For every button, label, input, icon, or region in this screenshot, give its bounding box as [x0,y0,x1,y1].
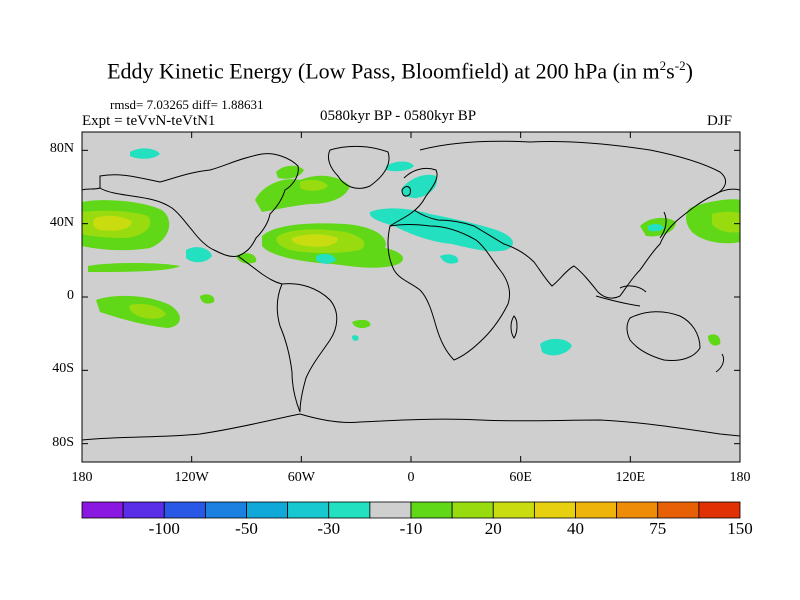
y-tick-label: 40N [49,214,74,230]
field-cyan-caribbean [316,253,336,264]
axis-ticks [81,132,741,462]
colorbar-box [533,501,576,519]
colorbar-tick-label: 20 [484,519,502,538]
y-tick-label: 80N [49,141,74,157]
title-end: ) [685,58,693,84]
field-green-small-2 [236,253,257,264]
experiment-label: Expt = teVvN-teVtN1 [82,113,216,129]
coastline-indonesia [595,285,647,307]
colorbar-box [246,501,289,519]
field-yellowgreen-tropical-pacific [129,304,166,319]
colorbar-box [122,501,165,519]
coastline-australia [626,311,701,361]
y-tick-label: 40S [52,361,74,377]
colorbar-tick-label: -50 [235,519,258,538]
x-tick-label: 0 [407,470,415,485]
title-mid: s [666,58,675,84]
colorbar-box [698,501,741,519]
y-tick-label: 80S [52,434,74,450]
field-yellow-npac-west [93,215,132,231]
title-main: Eddy Kinetic Energy (Low Pass, Bloomfiel… [107,58,660,84]
field-yellowgreen-canada [300,179,328,191]
colorbar-tick-label: 150 [727,519,753,538]
colorbar-tick-label: 40 [567,519,584,538]
colorbar-box [410,501,453,519]
colorbar-box [81,501,124,519]
coastline-madagascar [510,315,518,339]
x-tick-label: 180 [71,470,93,485]
field-cyan-middle-east [440,254,459,264]
field-cyan-arctic [130,148,160,159]
colorbar-tick-label: -30 [317,519,341,538]
field-cyan-small-sp [352,335,359,341]
field-cyan-east-pacific [186,247,212,263]
x-tick-label: 120E [615,470,646,485]
coastline-central-america [237,255,283,285]
field-cyan-japan [648,223,664,232]
coastline-alaska-islands [82,187,740,197]
colorbar-box [287,501,330,519]
colorbar-box [451,501,494,519]
colorbar-box [163,501,206,519]
x-tick-label: 60E [509,470,532,485]
field-green-small-1 [200,294,215,304]
colorbar [81,501,741,519]
coastline-africa [387,224,511,361]
colorbar-tick-label: 75 [649,519,667,538]
coastline-antarctica [82,413,740,441]
field-green-pacific-band [88,263,180,272]
period-label: 0580kyr BP - 0580kyr BP [320,108,477,124]
season-label: DJF [707,113,733,129]
title-sup-2: -2 [674,58,686,73]
coastline-north-america [99,153,299,257]
colorbar-tick-label: -100 [148,519,180,538]
field-cyan-south-indian [540,338,572,356]
colorbar-box [204,501,247,519]
field-cyan-north-atlantic [386,161,414,172]
y-tick-label: 0 [67,288,74,303]
colorbar-box [492,501,535,519]
coastline-south-america [276,283,338,413]
x-tick-label: 60W [287,470,315,485]
coastline-new-zealand [715,353,725,373]
coastline-japan [659,211,667,239]
colorbar-box [657,501,700,519]
colorbar-box [369,501,412,519]
stats-text: rmsd= 7.03265 diff= 1.88631 [110,97,264,112]
coastlines [82,140,740,441]
coastline-british-isles [401,186,411,197]
coastline-greenland [327,145,390,189]
colorbar-box [616,501,659,519]
colorbar-box [575,501,618,519]
x-tick-label: 120W [174,470,209,485]
coastline-eurasia [389,140,727,299]
colorbar-box [328,501,371,519]
field-green-small-3 [352,319,371,329]
x-tick-label: 180 [729,470,751,485]
field-green-australia-east [708,334,721,346]
colorbar-tick-label: -10 [399,519,423,538]
figure-title: Eddy Kinetic Energy (Low Pass, Bloomfiel… [0,58,800,84]
title-sup-1: 2 [659,58,667,73]
field-yellow-atlantic [291,234,338,247]
field-yellowgreen-npac-east [712,211,740,233]
